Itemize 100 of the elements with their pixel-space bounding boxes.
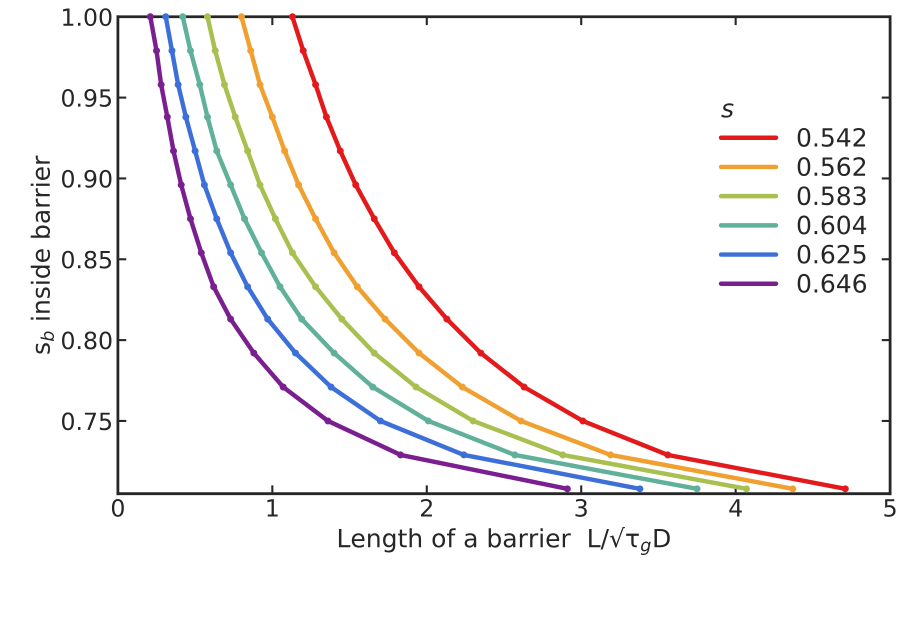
- point: [397, 451, 404, 458]
- point: [247, 47, 254, 54]
- point: [579, 417, 586, 424]
- point: [842, 485, 849, 492]
- legend-label: 0.583: [798, 186, 866, 206]
- legend-title: s: [721, 103, 734, 118]
- point: [376, 417, 384, 424]
- point: [352, 181, 360, 188]
- point: [241, 215, 248, 222]
- point: [288, 249, 296, 256]
- point: [256, 81, 264, 88]
- point: [238, 13, 245, 20]
- point: [276, 283, 284, 290]
- point: [511, 451, 518, 458]
- point: [288, 13, 296, 20]
- point: [338, 316, 346, 323]
- point: [162, 13, 170, 20]
- point: [564, 485, 571, 492]
- point: [158, 81, 165, 88]
- point: [212, 47, 219, 54]
- point: [227, 249, 234, 256]
- point: [607, 451, 614, 458]
- x-tick-label: 2: [421, 498, 432, 516]
- y-tick-label: 0.90: [62, 170, 112, 188]
- legend-label: 0.625: [798, 244, 866, 264]
- legend-label: 0.562: [798, 157, 866, 176]
- point: [354, 283, 361, 290]
- point: [369, 384, 376, 390]
- point: [210, 283, 218, 290]
- point: [227, 181, 234, 188]
- point: [244, 283, 252, 290]
- point: [443, 316, 450, 323]
- y-tick-label: 0.85: [62, 250, 111, 269]
- point: [460, 451, 468, 458]
- y-tick-label: 0.80: [62, 332, 112, 350]
- point: [370, 350, 378, 357]
- point: [312, 283, 320, 290]
- point: [258, 249, 265, 256]
- point: [416, 283, 423, 290]
- point: [458, 384, 466, 390]
- point: [300, 47, 307, 54]
- point: [324, 417, 332, 424]
- point: [213, 215, 220, 222]
- point: [272, 215, 279, 222]
- point: [390, 249, 398, 256]
- point: [312, 81, 320, 88]
- point: [182, 114, 190, 120]
- point: [227, 316, 234, 323]
- point: [164, 114, 171, 120]
- point: [170, 147, 177, 154]
- point: [330, 249, 338, 256]
- point: [204, 114, 211, 120]
- point: [477, 350, 484, 357]
- point: [382, 316, 389, 323]
- point: [370, 215, 378, 222]
- x-axis-title: Length of a barrier L/√τ$_{g}$D: [338, 526, 670, 555]
- point: [198, 249, 205, 256]
- point: [322, 114, 330, 120]
- point: [412, 384, 420, 390]
- point: [268, 114, 276, 120]
- point: [153, 47, 160, 54]
- point: [220, 81, 228, 88]
- x-tick-label: 0: [112, 498, 124, 517]
- point: [213, 147, 220, 154]
- point: [264, 316, 272, 323]
- point: [328, 384, 334, 390]
- point: [187, 215, 194, 222]
- point: [520, 384, 528, 390]
- point: [295, 181, 302, 188]
- point: [168, 47, 176, 54]
- point: [336, 147, 344, 154]
- point: [250, 350, 258, 357]
- point: [187, 47, 194, 54]
- legend-label: 0.542: [798, 128, 866, 147]
- x-tick-label: 5: [884, 499, 896, 517]
- point: [204, 13, 211, 20]
- point: [518, 417, 524, 424]
- point: [636, 485, 644, 492]
- point: [694, 485, 701, 492]
- point: [312, 215, 320, 222]
- point: [298, 316, 306, 323]
- point: [196, 81, 204, 88]
- point: [146, 13, 154, 20]
- point: [280, 384, 287, 390]
- legend-label: 0.604: [798, 216, 866, 234]
- y-tick-label: 1.00: [63, 8, 112, 26]
- x-tick-label: 1: [267, 499, 278, 516]
- point: [470, 417, 477, 424]
- point: [664, 451, 672, 458]
- y-tick-label: 0.95: [62, 89, 111, 107]
- point: [789, 485, 796, 492]
- x-tick-label: 4: [729, 499, 742, 516]
- point: [292, 350, 299, 357]
- point: [330, 350, 338, 357]
- y-tick-label: 0.75: [62, 412, 111, 430]
- point: [743, 485, 750, 492]
- point: [416, 350, 423, 357]
- point: [179, 13, 186, 20]
- point: [232, 114, 239, 120]
- x-tick-label: 3: [576, 498, 587, 517]
